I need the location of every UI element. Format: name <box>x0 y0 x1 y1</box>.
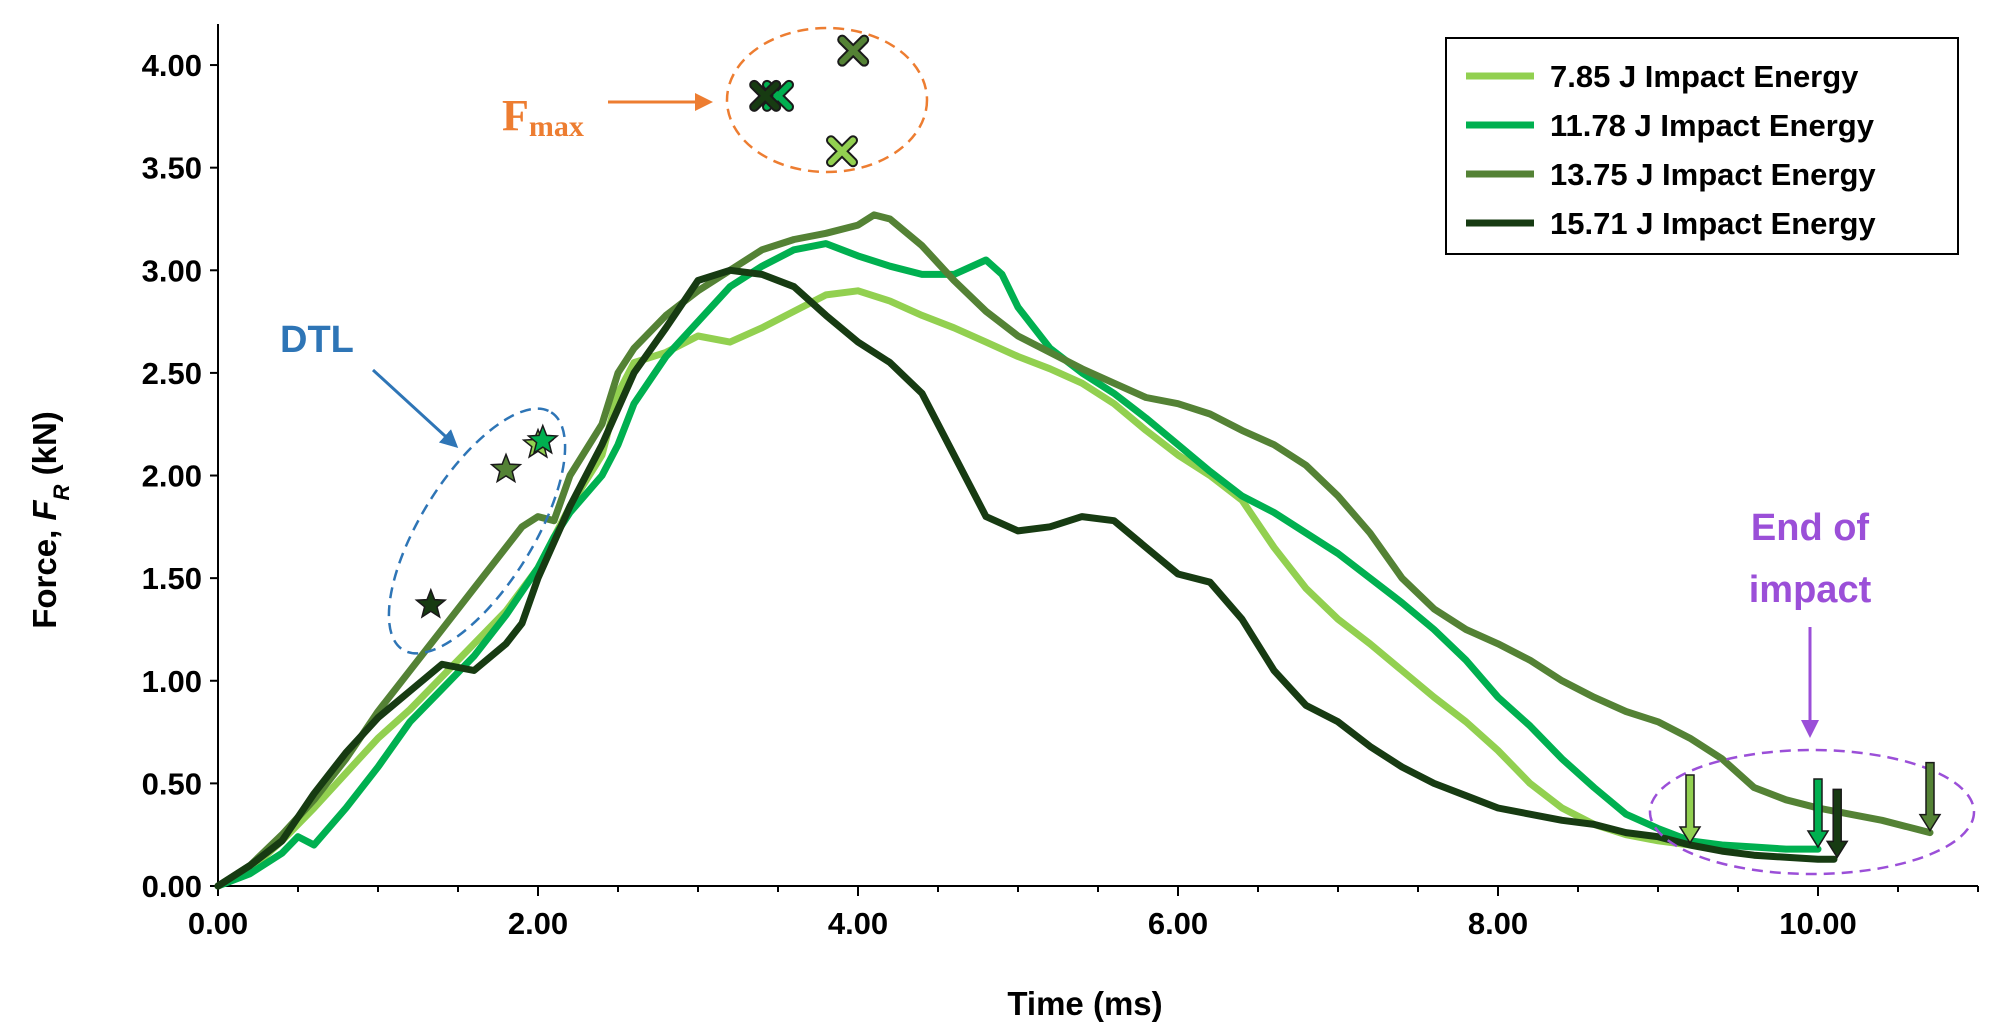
dtl-ellipse <box>387 407 567 655</box>
dtl-arrow <box>371 368 459 449</box>
fmax-marker <box>751 81 780 110</box>
y-axis-title: Force, FR (kN) <box>26 411 74 629</box>
end-of-impact-arrow-marker <box>1918 761 1942 833</box>
y-tick-label: 0.50 <box>142 766 202 801</box>
end-of-impact-arrow-marker <box>1678 774 1702 845</box>
x-tick-label: 0.00 <box>188 906 248 941</box>
y-tick-label: 4.00 <box>142 48 202 83</box>
x-tick-label: 8.00 <box>1468 906 1528 941</box>
series-line-1 <box>214 287 1694 890</box>
fmax-marker <box>839 36 868 65</box>
fmax-label: Fmax <box>502 91 584 143</box>
y-tick-label: 2.50 <box>142 356 202 391</box>
dtl-star-marker <box>489 452 523 484</box>
dtl-label: DTL <box>280 319 354 361</box>
x-tick-label: 2.00 <box>508 906 568 941</box>
series-line-4 <box>214 266 1838 890</box>
end-of-impact-arrow-marker <box>1806 778 1830 849</box>
legend-label-3: 13.75 J Impact Energy <box>1550 157 1876 192</box>
legend-label-4: 15.71 J Impact Energy <box>1550 206 1876 241</box>
axes-group: 0.00 0.50 1.00 1.50 2.00 2.50 3.00 3.50 4.00 0.00… <box>142 24 1979 941</box>
markers-group <box>414 34 1942 859</box>
y-tick-label: 1.50 <box>142 561 202 596</box>
end-ellipse <box>1648 748 1976 876</box>
y-tick-label: 0.00 <box>142 869 202 904</box>
x-tick-label: 4.00 <box>828 906 888 941</box>
series-group <box>214 211 1934 890</box>
fmax-marker <box>828 137 856 166</box>
y-tick-label: 1.00 <box>142 664 202 699</box>
x-axis-title: Time (ms) <box>1007 985 1162 1022</box>
legend-label-1: 7.85 J Impact Energy <box>1550 59 1859 94</box>
legend: 7.85 J Impact Energy 11.78 J Impact Energ… <box>1445 37 1959 255</box>
annotations-group: DTL Fmax End of impact <box>280 26 1976 876</box>
end-of-impact-label-1: End of <box>1751 507 1870 549</box>
series-line-2 <box>214 240 1822 890</box>
end-of-impact-arrow-marker <box>1825 788 1849 859</box>
end-of-impact-label-2: impact <box>1749 569 1872 611</box>
x-tick-label: 10.00 <box>1779 906 1857 941</box>
series-line-3 <box>214 211 1934 890</box>
dtl-star-marker <box>526 423 560 455</box>
y-tick-label: 3.50 <box>142 151 202 186</box>
dtl-star-marker <box>414 587 448 619</box>
y-tick-label: 3.00 <box>142 253 202 288</box>
y-tick-label: 2.00 <box>142 459 202 494</box>
x-tick-label: 6.00 <box>1148 906 1208 941</box>
legend-label-2: 11.78 J Impact Energy <box>1550 108 1875 143</box>
fmax-ellipse <box>725 26 929 174</box>
